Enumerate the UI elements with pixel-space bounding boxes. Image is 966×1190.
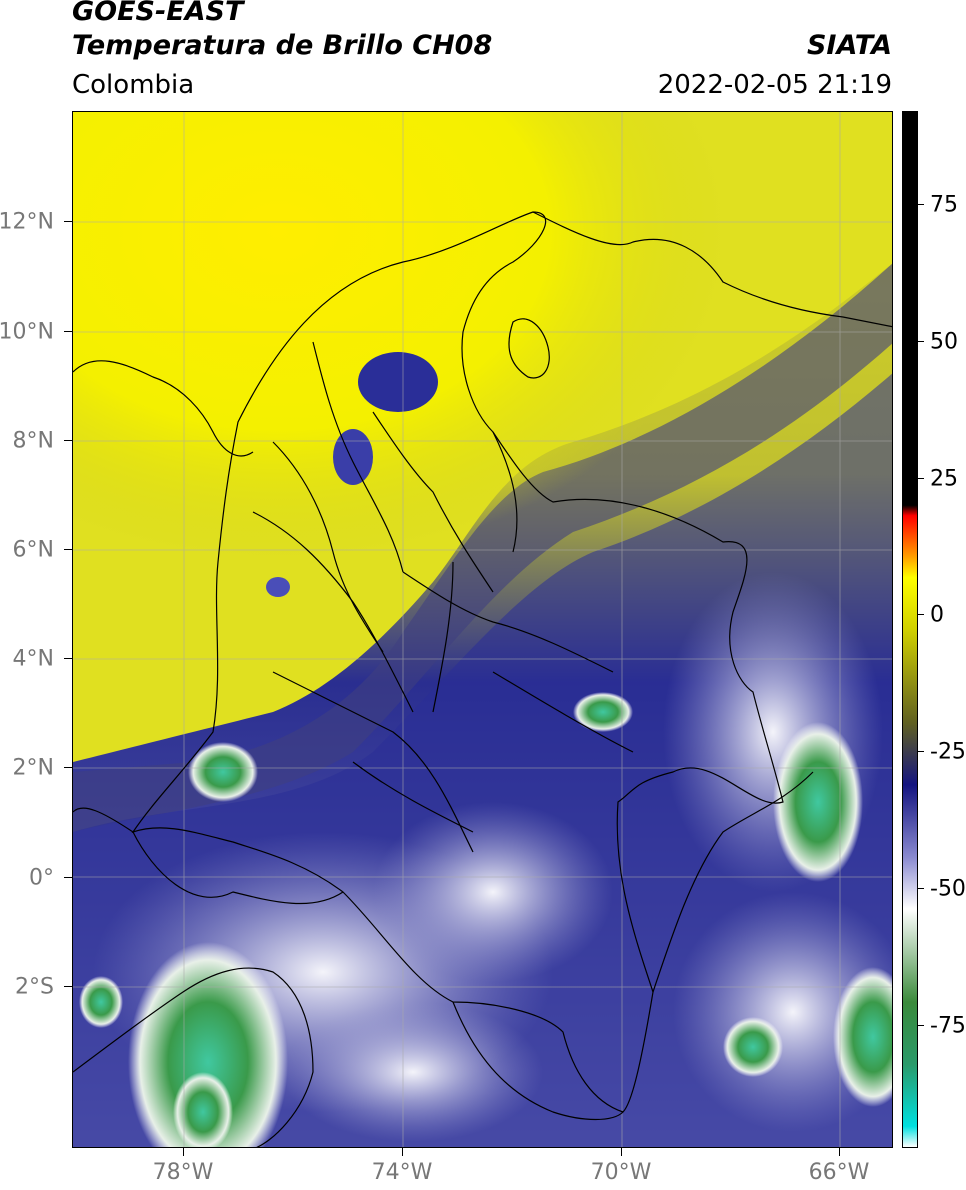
colorbar-label: 75 [930,192,958,218]
brightness-temperature-map[interactable] [72,111,893,1148]
ecuador-coast [73,967,314,1147]
colorbar-label: -75 [930,1013,966,1039]
lat-label: 4°N [12,646,54,672]
cirrus-patch [673,892,892,1132]
colorbar-tick [918,204,924,205]
storm-cell [266,577,290,597]
convective-core [128,942,288,1147]
lat-label: 2°S [15,974,54,1000]
department-line [402,571,614,673]
colorbar-label: -50 [930,876,966,902]
peru-border [452,1001,624,1121]
lon-tick [621,1148,622,1156]
product-title: Temperatura de Brillo CH08 [72,30,493,61]
department-line [352,761,474,833]
lat-label: 12°N [0,209,54,235]
ecuador-peru-border [132,831,344,905]
lat-tick [64,221,72,222]
lat-tick [64,549,72,550]
convective-core [773,722,863,882]
storm-cell [333,429,373,485]
venezuela-coast [532,211,892,328]
department-line [272,441,384,653]
convective-core [79,976,123,1028]
department-line [312,341,404,573]
lat-tick [64,877,72,878]
lat-tick [64,440,72,441]
colorbar-label: 0 [930,602,944,628]
brazil-border [652,771,814,993]
department-line [492,671,634,753]
cirrus-patch [283,1002,543,1142]
gridlines [73,112,892,1147]
lon-label: 78°W [152,1160,214,1185]
lat-label: 0° [29,865,54,891]
brand-label: SIATA [806,30,892,61]
lon-label: 70°W [590,1160,652,1185]
lat-tick [64,658,72,659]
convective-core [188,742,258,802]
satellite-title: GOES-EAST [72,0,244,27]
lon-label: 66°W [808,1160,870,1185]
colorbar [902,111,918,1148]
lat-label: 6°N [12,537,54,563]
lon-tick [183,1148,184,1156]
lat-tick [64,986,72,987]
lon-tick [839,1148,840,1156]
colorbar-label: 25 [930,466,958,492]
maracaibo-lake [508,318,550,379]
datetime-label: 2022-02-05 21:19 [657,70,892,100]
pacific-coast [73,807,134,833]
lat-label: 10°N [0,319,54,345]
convective-core [573,692,633,732]
lat-label: 8°N [12,428,54,454]
lat-label: 2°N [12,755,54,781]
convective-core [723,1017,783,1077]
colorbar-label: 50 [930,329,958,355]
colorbar-tick [918,751,924,752]
colorbar-tick [918,478,924,479]
colorbar-label: -25 [930,739,966,765]
lon-tick [402,1148,403,1156]
colorbar-tick [918,888,924,889]
department-line [372,411,494,593]
lon-label: 74°W [371,1160,433,1185]
storm-cell [358,352,438,412]
region-label: Colombia [72,70,195,100]
department-line [272,671,474,853]
department-line [252,511,414,713]
cirrus-patch [373,802,613,982]
colombia-border [131,211,784,1113]
lat-tick [64,767,72,768]
convective-core [833,967,892,1107]
convective-core [173,1072,233,1147]
department-line [492,431,518,553]
boundaries [73,211,892,1147]
lat-tick [64,331,72,332]
department-line [432,561,454,713]
colorbar-tick [918,1025,924,1026]
panama-coast [73,360,254,457]
colorbar-tick [918,341,924,342]
colorbar-tick [918,614,924,615]
